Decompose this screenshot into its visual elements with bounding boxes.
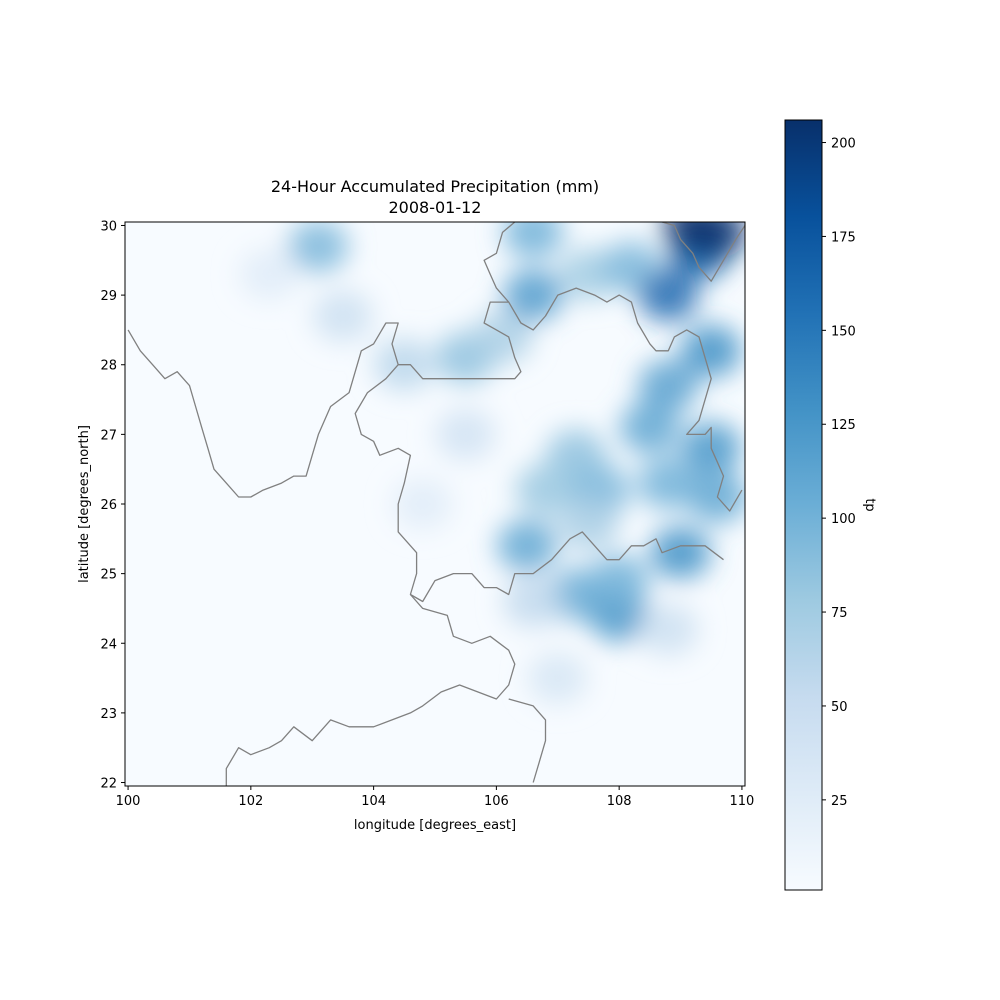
x-axis: 100 102 104 106 108 110: [116, 786, 755, 809]
colorbar-label: tp: [862, 498, 877, 511]
colorbar-tick-label-125: 125: [831, 418, 856, 433]
precip-cell-5: [503, 222, 564, 259]
colorbar-gradient: [785, 120, 822, 890]
colorbar-tick-label-175: 175: [831, 230, 856, 245]
y-axis-label: latitude [degrees_north]: [77, 425, 92, 583]
precip-cell-27: [589, 554, 650, 607]
precip-cell-1: [312, 290, 373, 342]
boundary-line-4: [225, 594, 516, 786]
precip-cell-22: [497, 519, 558, 572]
boundary-line-0: [127, 287, 743, 512]
precip-cell-12: [662, 222, 723, 252]
x-tick-label-102: 102: [238, 794, 263, 809]
x-tick-label-104: 104: [361, 794, 386, 809]
y-tick-label-29: 29: [100, 289, 117, 304]
x-tick-label-106: 106: [484, 794, 509, 809]
province-boundaries: [127, 222, 745, 786]
precip-cell-15: [619, 401, 680, 454]
y-tick-label-26: 26: [100, 498, 117, 513]
colorbar-tick-label-25: 25: [831, 794, 848, 809]
chart-subtitle: 2008-01-12: [389, 198, 482, 217]
boundary-line-2: [661, 222, 745, 282]
precip-cell-24: [650, 526, 711, 579]
precip-cell-18: [515, 464, 576, 517]
colorbar-tick-label-100: 100: [831, 512, 856, 527]
colorbar: 25 50 75 100 125 150 175 200 tp: [784, 119, 877, 891]
y-tick-label-24: 24: [100, 637, 117, 652]
chart-title: 24-Hour Accumulated Precipitation (mm): [271, 177, 599, 196]
boundary-line-5: [508, 698, 547, 783]
precip-cell-28: [503, 575, 564, 628]
precip-cell-23: [558, 498, 619, 551]
y-tick-label-25: 25: [100, 568, 117, 583]
boundary-line-1: [483, 222, 516, 303]
precip-cell-4: [472, 310, 533, 363]
colorbar-tick-label-150: 150: [831, 324, 856, 339]
precip-cell-29: [638, 603, 699, 656]
y-tick-label-28: 28: [100, 359, 117, 374]
precip-cell-0: [288, 222, 349, 273]
precip-cell-9: [638, 269, 699, 322]
precip-cell-33: [239, 248, 300, 301]
precip-cell-13: [681, 324, 742, 377]
precip-cell-20: [638, 457, 699, 510]
precip-cell-30: [527, 652, 588, 705]
precip-cell-31: [435, 408, 496, 461]
y-tick-label-22: 22: [100, 777, 117, 792]
colorbar-frame: [784, 119, 823, 891]
colorbar-ticks: 25 50 75 100 125 150 175 200: [822, 137, 856, 809]
x-tick-label-110: 110: [730, 794, 755, 809]
precip-cell-6: [503, 269, 564, 322]
map-plot-area: [124, 221, 746, 787]
boundary-line-3: [354, 364, 724, 603]
y-axis: 22 23 24 25 26 27 28 29 30: [100, 219, 125, 792]
colorbar-tick-label-50: 50: [831, 700, 848, 715]
precip-cell-14: [638, 359, 699, 412]
y-tick-label-30: 30: [100, 219, 117, 234]
precip-cell-32: [392, 478, 453, 530]
x-tick-label-100: 100: [116, 794, 141, 809]
colorbar-tick-label-200: 200: [831, 137, 856, 152]
x-tick-label-108: 108: [607, 794, 632, 809]
x-axis-label: longitude [degrees_east]: [354, 818, 516, 833]
colorbar-tick-label-75: 75: [831, 606, 848, 621]
y-tick-label-23: 23: [100, 707, 117, 722]
y-tick-label-27: 27: [100, 428, 117, 443]
